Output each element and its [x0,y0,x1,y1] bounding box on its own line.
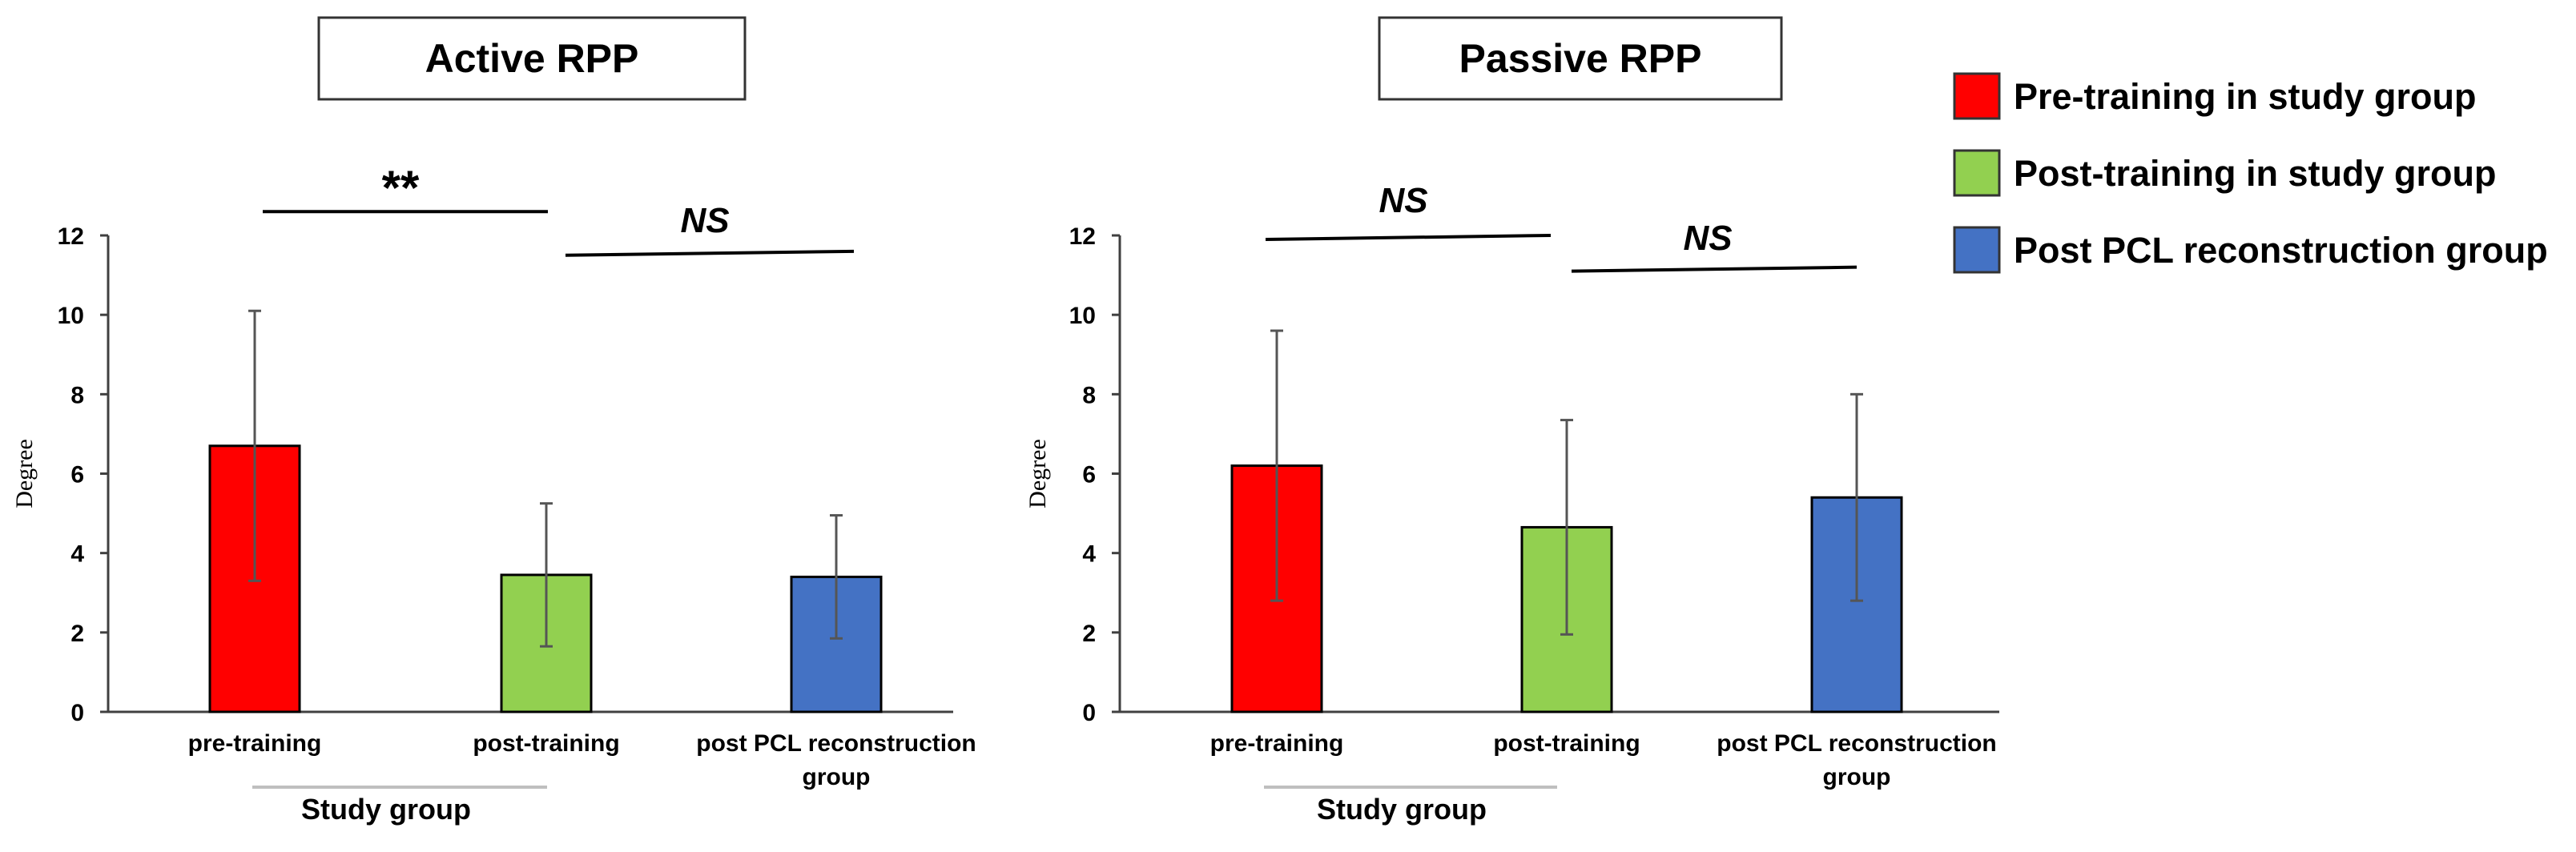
significance-label: NS [680,201,729,240]
y-tick-label: 8 [1082,382,1096,408]
y-tick-label: 2 [70,621,84,647]
significance-line [1571,265,1858,273]
x-tick-label: post-training [1493,730,1640,757]
legend-label: Pre-training in study group [2014,76,2477,117]
y-tick-label: 0 [1082,700,1096,726]
chart-title: Passive RPP [1459,36,1702,81]
x-tick-label: post-training [473,730,619,757]
y-tick-label: 4 [1082,541,1096,568]
y-axis-label: Degree [1024,439,1051,508]
legend-swatch [1953,149,2001,197]
significance-line [1265,234,1552,241]
significance-label: NS [1379,181,1427,220]
chart-title: Active RPP [425,36,639,81]
chart-title-box [1378,16,1783,101]
y-tick-label: 2 [1082,621,1096,647]
legend-swatch [1953,226,2001,274]
significance-label: ** [382,161,420,215]
chart-panel-1: Active RPP 0 2 4 6 8 10 12 Degree pre-training pos… [11,16,976,826]
x-tick-label: pre-training [188,730,322,757]
x-tick-label: post PCL reconstruction [696,730,976,757]
legend: Pre-training in study group Post-training… [1953,72,2548,274]
y-tick-label: 10 [58,303,84,329]
y-tick-label: 0 [70,700,84,726]
y-tick-label: 12 [1069,223,1096,250]
significance-label: NS [1683,219,1732,258]
y-axis-label: Degree [11,439,38,508]
y-tick-label: 6 [1082,462,1096,488]
x-tick-label: group [803,764,871,790]
chart-panel-2: Passive RPP 0 2 4 6 8 10 12 Degree pre-training po… [1024,16,1999,826]
y-tick-label: 6 [70,462,84,488]
y-tick-label: 10 [1069,303,1096,329]
y-tick-label: 8 [70,382,84,408]
legend-label: Post-training in study group [2014,153,2496,194]
x-tick-label: pre-training [1210,730,1344,757]
y-tick-label: 4 [70,541,84,568]
group-label: Study group [301,793,471,826]
y-tick-label: 12 [58,223,84,250]
legend-swatch [1953,72,2001,120]
chart-panels: Active RPP 0 2 4 6 8 10 12 Degree pre-training pos… [11,16,1999,826]
x-tick-label: group [1823,764,1891,790]
significance-line [565,249,855,257]
group-label: Study group [1317,793,1487,826]
x-tick-label: post PCL reconstruction [1717,730,1996,757]
legend-label: Post PCL reconstruction group [2014,230,2548,271]
chart-title-box [317,16,747,101]
